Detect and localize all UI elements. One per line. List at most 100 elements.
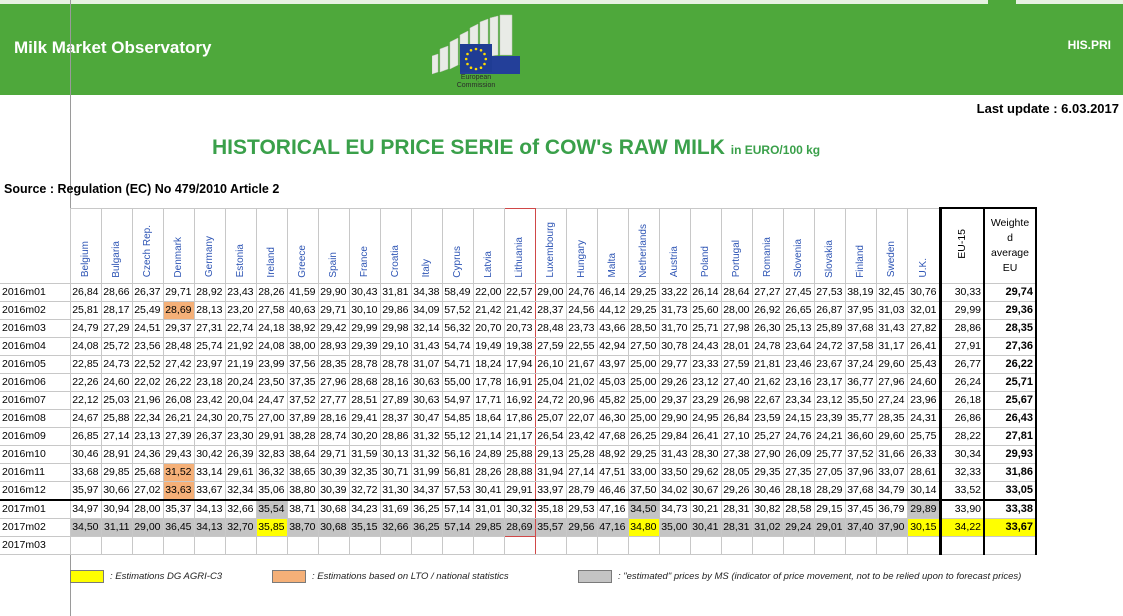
price-cell: 32,72 xyxy=(348,480,381,500)
price-cell: 28,18 xyxy=(782,480,815,500)
price-cell: 22,00 xyxy=(472,282,505,302)
price-cell: 26,41 xyxy=(906,336,941,356)
price-cell: 27,96 xyxy=(317,372,350,392)
price-cell xyxy=(162,535,195,555)
price-cell: 37,90 xyxy=(875,517,908,537)
weighted-average-cell: 29,36 xyxy=(983,300,1037,320)
price-cell: 33,67 xyxy=(193,480,226,500)
price-cell: 36,32 xyxy=(255,462,288,482)
row-label: 2017m01 xyxy=(0,498,71,519)
price-cell: 31,43 xyxy=(658,444,691,464)
price-cell: 24,51 xyxy=(131,318,164,338)
price-cell: 21,02 xyxy=(565,372,598,392)
price-cell: 23,12 xyxy=(689,372,722,392)
price-cell: 34,37 xyxy=(410,480,443,500)
price-cell: 55,12 xyxy=(441,426,474,446)
price-cell: 23,13 xyxy=(131,426,164,446)
price-cell: 29,91 xyxy=(503,480,536,500)
price-cell: 21,92 xyxy=(224,336,257,356)
price-cell: 29,62 xyxy=(689,462,722,482)
column-header-label: Malta xyxy=(607,253,618,278)
column-header: Croatia xyxy=(379,207,412,284)
price-cell: 23,29 xyxy=(689,390,722,410)
table-row: 2017m01 34,97 30,94 28,00 35,37 34,13 32,66 35,… xyxy=(0,498,1037,519)
column-header: Poland xyxy=(689,207,722,284)
price-cell: 29,84 xyxy=(658,426,691,446)
row-label: 2016m02 xyxy=(0,300,71,320)
price-cell: 46,30 xyxy=(596,408,629,428)
price-cell: 17,78 xyxy=(472,372,505,392)
column-header: Lithuania xyxy=(503,207,536,284)
price-cell: 28,74 xyxy=(317,426,350,446)
price-cell xyxy=(69,535,102,555)
price-cell: 31,94 xyxy=(534,462,567,482)
price-cell: 28,69 xyxy=(503,517,536,537)
price-cell: 32,14 xyxy=(410,318,443,338)
column-header-label: Bulgaria xyxy=(111,240,122,278)
price-cell: 31,17 xyxy=(875,336,908,356)
source-note: Source : Regulation (EC) No 479/2010 Art… xyxy=(4,182,280,196)
price-cell: 28,58 xyxy=(782,498,815,519)
price-cell: 27,82 xyxy=(906,318,941,338)
price-cell: 30,46 xyxy=(69,444,102,464)
price-cell: 30,78 xyxy=(658,336,691,356)
price-cell: 36,79 xyxy=(875,498,908,519)
column-header-label: Italy xyxy=(421,259,432,278)
column-header-label: Poland xyxy=(700,246,711,278)
price-cell: 18,64 xyxy=(472,408,505,428)
price-cell: 23,56 xyxy=(131,336,164,356)
price-cell: 43,97 xyxy=(596,354,629,374)
price-cell: 29,85 xyxy=(472,517,505,537)
legend-swatch-yellow xyxy=(70,570,104,583)
price-cell: 38,80 xyxy=(286,480,319,500)
eu15-cell: 33,52 xyxy=(938,480,985,500)
price-cell: 28,79 xyxy=(565,480,598,500)
price-cell: 41,59 xyxy=(286,282,319,302)
price-cell: 28,01 xyxy=(720,336,753,356)
weighted-average-label-line: Weighte xyxy=(990,216,1030,229)
table-row: 2016m01 26,84 28,66 26,37 29,71 28,92 23,43 28,… xyxy=(0,282,1037,302)
price-cell: 24,56 xyxy=(565,300,598,320)
price-cell: 33,50 xyxy=(658,462,691,482)
app-title: Milk Market Observatory xyxy=(14,38,212,57)
price-cell: 29,00 xyxy=(131,517,164,537)
price-cell: 43,66 xyxy=(596,318,629,338)
column-header-label: Greece xyxy=(297,244,308,278)
price-cell: 22,85 xyxy=(69,354,102,374)
price-cell: 28,66 xyxy=(100,282,133,302)
price-cell: 29,26 xyxy=(658,372,691,392)
price-cell: 27,14 xyxy=(565,462,598,482)
column-header: Romania xyxy=(751,207,784,284)
price-cell xyxy=(224,535,257,555)
price-cell: 21,42 xyxy=(472,300,505,320)
price-cell: 32,35 xyxy=(348,462,381,482)
column-header: Spain xyxy=(317,207,350,284)
price-cell xyxy=(658,535,691,555)
price-cell xyxy=(441,535,474,555)
column-header: Germany xyxy=(193,207,226,284)
column-header-label: Portugal xyxy=(731,240,742,278)
price-cell: 31,30 xyxy=(379,480,412,500)
price-cell: 18,24 xyxy=(472,354,505,374)
price-cell: 26,33 xyxy=(906,444,941,464)
price-cell: 29,43 xyxy=(162,444,195,464)
price-cell: 37,35 xyxy=(286,372,319,392)
price-cell: 28,00 xyxy=(131,498,164,519)
price-cell: 26,25 xyxy=(627,426,660,446)
price-cell: 28,35 xyxy=(875,408,908,428)
price-cell: 32,66 xyxy=(379,517,412,537)
price-cell: 23,50 xyxy=(255,372,288,392)
price-cell: 27,35 xyxy=(782,462,815,482)
price-cell: 29,77 xyxy=(658,354,691,374)
price-cell: 22,52 xyxy=(131,354,164,374)
price-cell: 28,05 xyxy=(720,462,753,482)
price-cell: 28,16 xyxy=(379,372,412,392)
table-row: 2016m11 33,68 29,85 25,68 31,52 33,14 29,61 36,… xyxy=(0,462,1037,482)
price-cell: 24,95 xyxy=(689,408,722,428)
column-header-label: U.K. xyxy=(917,258,929,278)
weighted-average-cell xyxy=(983,535,1037,555)
column-header-label: Czech Rep. xyxy=(142,225,153,278)
price-cell: 27,24 xyxy=(875,390,908,410)
column-header-label: Finland xyxy=(855,244,866,278)
table-header-row: Belgium Bulgaria Czech Rep. Denmark Germany E… xyxy=(0,207,1037,284)
